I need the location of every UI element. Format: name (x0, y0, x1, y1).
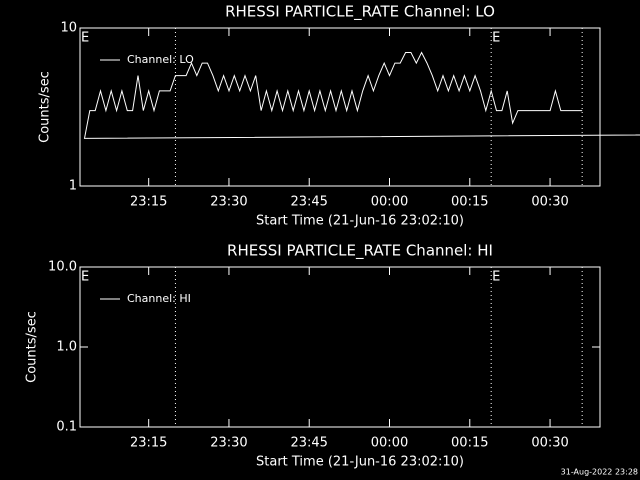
chart-title: RHESSI PARTICLE_RATE Channel: HI (227, 242, 493, 261)
x-tick-label: 00:00 (371, 436, 408, 451)
x-tick-label: 00:30 (531, 195, 568, 210)
plot-frame (79, 266, 601, 428)
event-flag: E (492, 270, 500, 285)
y-axis-label: Counts/sec (25, 311, 40, 383)
event-flag: E (81, 31, 89, 46)
legend-label: Channel: LO (127, 53, 194, 66)
x-tick-label: 00:15 (451, 195, 488, 210)
x-tick-label: 00:00 (371, 195, 408, 210)
x-tick-label: 23:30 (210, 195, 247, 210)
y-tick-label: 10 (60, 21, 77, 36)
legend-label: Channel: HI (127, 292, 191, 305)
y-tick-label: 1.0 (56, 340, 77, 355)
x-tick-label: 23:30 (210, 436, 247, 451)
data-line (83, 51, 640, 139)
y-axis-label: Counts/sec (38, 71, 53, 143)
event-flag: E (492, 31, 500, 46)
x-tick-label: 00:15 (451, 436, 488, 451)
y-tick-label: 0.1 (56, 420, 77, 435)
y-tick-label: 1 (69, 179, 77, 194)
y-tick-label: 10.0 (48, 260, 77, 275)
x-tick-label: 00:30 (531, 436, 568, 451)
event-flag: E (81, 270, 89, 285)
x-axis-label: Start Time (21-Jun-16 23:02:10) (256, 455, 464, 470)
x-tick-label: 23:45 (290, 195, 327, 210)
x-tick-label: 23:45 (290, 436, 327, 451)
footer: 31-Aug-2022 23:28 (561, 468, 638, 477)
x-tick-label: 23:15 (130, 195, 167, 210)
x-axis-label: Start Time (21-Jun-16 23:02:10) (256, 214, 464, 229)
x-tick-label: 23:15 (130, 436, 167, 451)
plot-frame (79, 27, 601, 187)
chart-title: RHESSI PARTICLE_RATE Channel: LO (225, 3, 495, 22)
